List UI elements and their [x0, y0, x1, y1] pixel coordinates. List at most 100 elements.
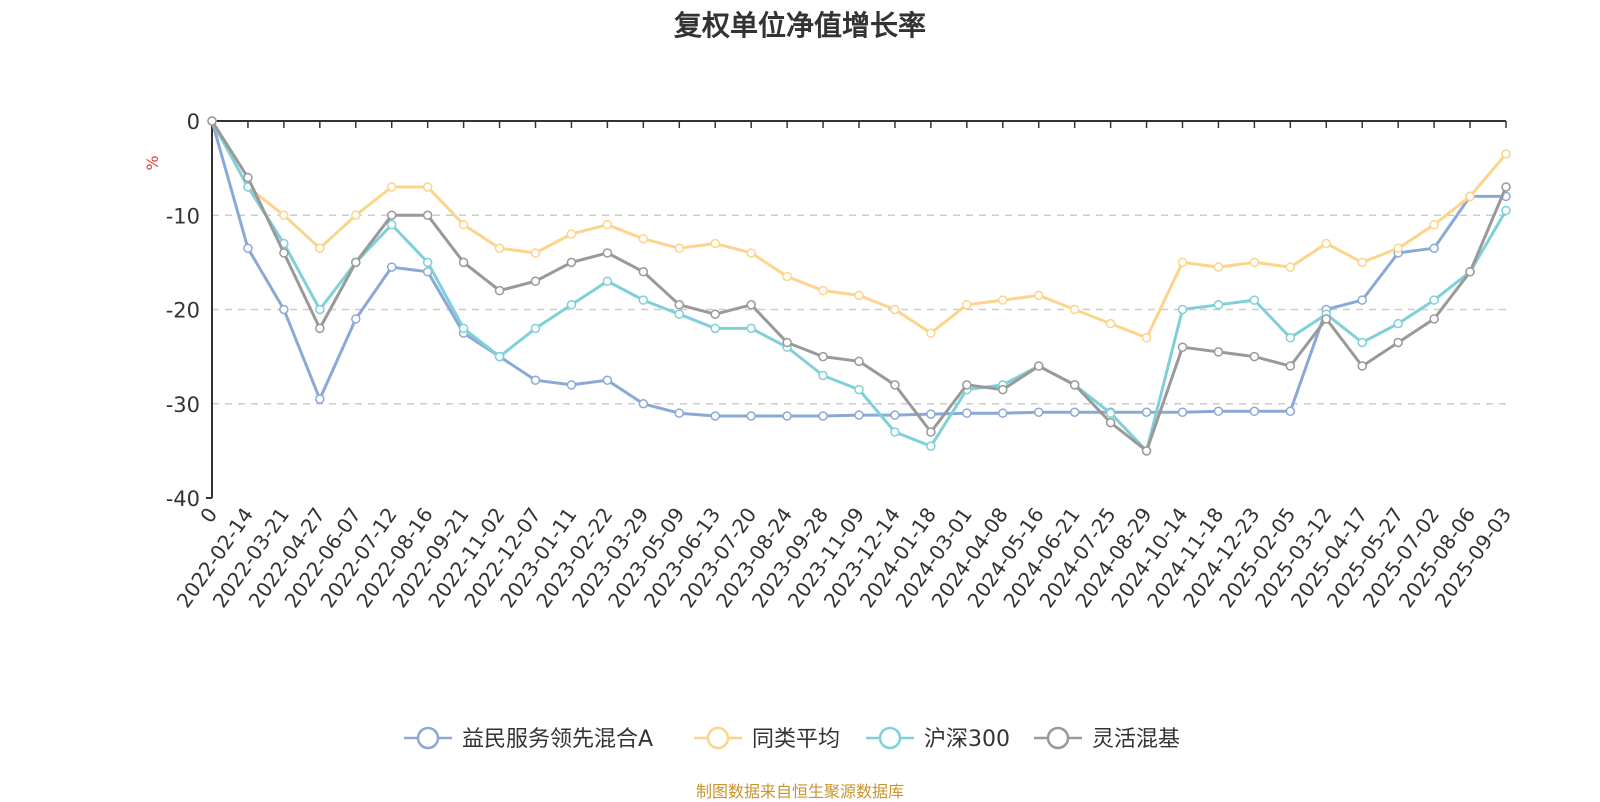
data-point [1249, 351, 1260, 362]
data-point [1501, 149, 1511, 159]
data-point [1141, 407, 1152, 417]
series-line-3 [210, 120, 1508, 453]
data-point [1105, 408, 1116, 418]
legend-item-1[interactable]: 益民服务领先混合A [404, 726, 653, 752]
y-tick-label: -10 [166, 204, 200, 228]
data-point [818, 370, 828, 381]
data-point [602, 248, 613, 258]
data-point [782, 271, 792, 282]
data-point [566, 300, 577, 310]
data-point [1141, 446, 1152, 456]
legend-marker-icon [706, 726, 730, 750]
data-point [1429, 295, 1439, 305]
data-point [926, 328, 936, 338]
data-point [854, 356, 864, 367]
data-point [710, 323, 720, 334]
data-point [1357, 257, 1367, 268]
data-point [818, 351, 828, 362]
data-point [1249, 257, 1260, 268]
data-point [351, 314, 361, 324]
data-point [1141, 333, 1152, 343]
data-point [1285, 406, 1296, 417]
data-point [458, 323, 469, 334]
data-point [386, 210, 397, 220]
data-point [315, 394, 325, 404]
data-point [315, 323, 325, 334]
data-point [386, 262, 397, 272]
data-point [1429, 243, 1439, 253]
y-tick-label: -30 [166, 393, 200, 417]
data-point [1213, 300, 1224, 310]
data-point [494, 285, 505, 296]
data-point [1285, 262, 1296, 272]
data-point [602, 276, 613, 286]
data-point [962, 300, 972, 310]
data-point [1285, 361, 1296, 371]
legend-item-4[interactable]: 灵活混基 [1034, 726, 1180, 752]
data-point [422, 210, 433, 220]
data-point [1285, 333, 1296, 343]
data-point [351, 210, 361, 220]
data-point [818, 411, 828, 421]
data-point [422, 182, 433, 192]
data-point [315, 304, 325, 315]
legend-item-2[interactable]: 同类平均 [694, 726, 840, 752]
data-point [279, 210, 289, 220]
data-point [1213, 262, 1224, 272]
data-point [1249, 406, 1260, 417]
legend-marker-icon [878, 726, 902, 750]
data-point [782, 337, 792, 348]
data-point [1393, 337, 1403, 348]
data-point [386, 219, 397, 230]
data-point [1177, 407, 1188, 417]
data-point [890, 304, 900, 315]
data-point [602, 375, 613, 385]
data-point [638, 399, 649, 409]
data-point [638, 234, 649, 244]
data-point [674, 408, 685, 418]
data-point [818, 285, 828, 296]
data-point [207, 116, 217, 126]
data-point [1321, 238, 1332, 249]
data-point [1393, 243, 1403, 253]
data-point [1105, 318, 1116, 329]
legend-label: 沪深300 [924, 727, 1010, 752]
data-point [1069, 304, 1080, 315]
data-point [854, 410, 864, 420]
legend-marker-icon [1046, 726, 1070, 750]
data-point [674, 309, 685, 319]
series-lines [207, 116, 1511, 456]
data-point [1033, 361, 1044, 371]
y-tick-label: -20 [166, 299, 200, 323]
source-note: 制图数据来自恒生聚源数据库 [695, 782, 904, 801]
y-axis-label: % [143, 155, 162, 170]
data-point [530, 248, 541, 258]
data-point [962, 380, 972, 390]
data-point [1465, 191, 1475, 202]
data-point [1249, 295, 1260, 305]
data-point [1357, 337, 1367, 348]
data-point [1033, 407, 1044, 417]
data-point [1429, 314, 1439, 324]
axes: 0-10-20-30-40%02022-02-142022-03-212022-… [143, 110, 1516, 612]
legend[interactable]: 益民服务领先混合A 同类平均 沪深300 灵活混基 [404, 726, 1180, 752]
data-point [638, 295, 649, 305]
data-point [530, 375, 541, 385]
data-point [1213, 406, 1224, 417]
data-point [494, 243, 505, 253]
data-point [746, 300, 756, 310]
legend-label: 灵活混基 [1092, 727, 1180, 752]
data-point [710, 411, 720, 421]
data-point [926, 409, 936, 419]
data-point [746, 248, 756, 258]
data-point [746, 323, 756, 334]
data-point [530, 323, 541, 334]
series-line-4 [210, 120, 1508, 453]
data-point [710, 309, 720, 319]
data-point [530, 276, 541, 286]
data-point [243, 243, 253, 253]
data-point [1429, 219, 1439, 230]
legend-item-3[interactable]: 沪深300 [866, 726, 1010, 752]
data-point [386, 182, 397, 192]
